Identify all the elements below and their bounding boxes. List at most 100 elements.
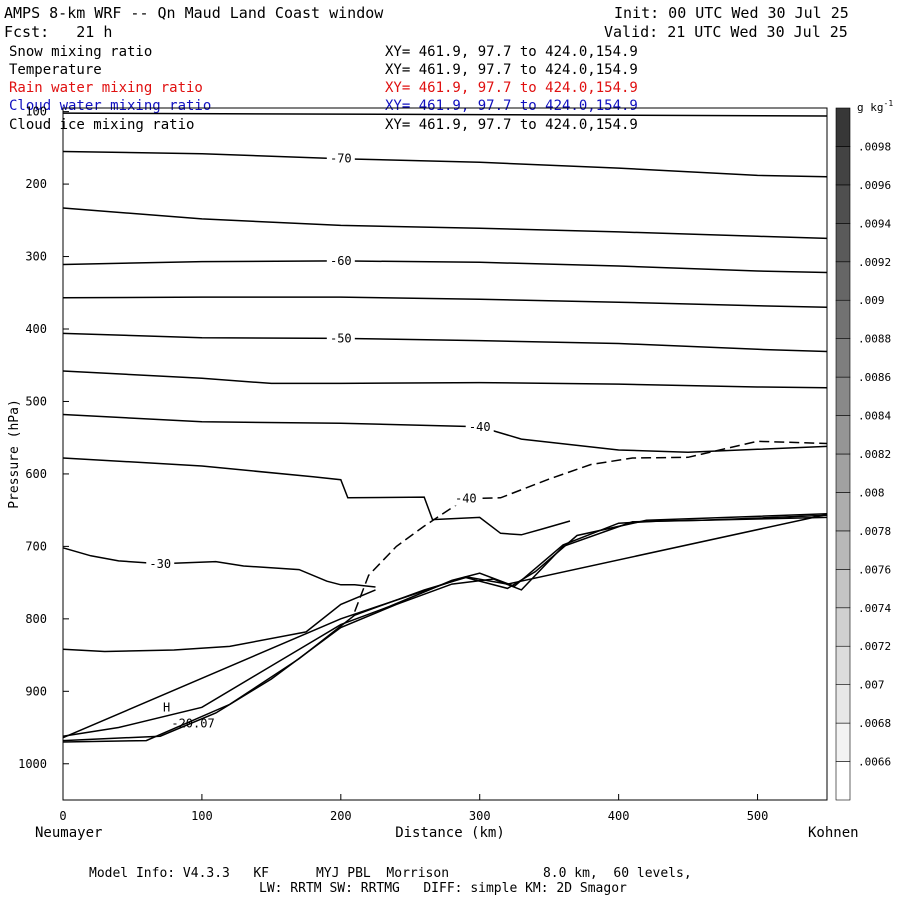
contour-label-bg: [465, 419, 494, 434]
model-info-line2: LW: RRTM SW: RRTMG DIFF: simple KM: 2D S…: [259, 881, 627, 896]
x-tick-label: 0: [59, 809, 66, 823]
contour-label: -70: [330, 152, 352, 166]
chart-title: AMPS 8-km WRF -- Qn Maud Land Coast wind…: [4, 4, 384, 22]
y-tick-label: 900: [25, 684, 47, 698]
field-name-cloud-ice: Cloud ice mixing ratio: [9, 117, 195, 133]
colorbar-swatch: [835, 684, 851, 724]
colorbar-level-label: .007: [858, 679, 885, 692]
valid-time: Valid: 21 UTC Wed 30 Jul 25: [604, 23, 848, 41]
colorbar-unit-exponent: -1: [884, 99, 894, 108]
contour-label: -60: [330, 254, 352, 268]
x-tick-label: 400: [608, 809, 630, 823]
x-tick-label: 200: [330, 809, 352, 823]
colorbar-level-label: .009: [858, 294, 885, 307]
plot-frame: [62, 107, 828, 801]
annotation-label: H: [163, 701, 170, 715]
left-endpoint: Neumayer: [35, 825, 102, 841]
colorbar-unit-text: g kg: [857, 101, 884, 114]
field-xy-cloud-water: XY= 461.9, 97.7 to 424.0,154.9: [385, 98, 638, 114]
right-endpoint: Kohnen: [808, 825, 859, 841]
colorbar-level-label: .0098: [858, 140, 891, 153]
contours: -70 -60 -50 -40 -30 -40: [62, 112, 828, 743]
field-xy-rain: XY= 461.9, 97.7 to 424.0,154.9: [385, 80, 638, 96]
colorbar-level-label: .0072: [858, 640, 891, 653]
contour-line: [62, 589, 376, 653]
colorbar-swatch: [835, 146, 851, 186]
colorbar-swatch: [835, 107, 851, 147]
colorbar-level-label: .0074: [858, 602, 891, 615]
y-tick-label: 100: [25, 105, 47, 119]
y-tick-label: 300: [25, 250, 47, 264]
x-axis: 0 100 200 300 400 500: [59, 794, 768, 823]
colorbar-level-label: .008: [858, 486, 885, 499]
contour-label: -40: [469, 420, 491, 434]
x-axis-label: Distance (km): [395, 825, 505, 841]
colorbar-level-label: .0068: [858, 717, 891, 730]
colorbar-level-label: .0096: [858, 179, 891, 192]
contour-label-bg: [451, 491, 480, 506]
x-tick-label: 100: [191, 809, 213, 823]
field-xy-temperature: XY= 461.9, 97.7 to 424.0,154.9: [385, 62, 638, 78]
field-xy-cloud-ice: XY= 461.9, 97.7 to 424.0,154.9: [385, 117, 638, 133]
contour-label-bg: [326, 253, 355, 268]
contour-line: [62, 413, 828, 453]
contour-line: [62, 207, 828, 240]
annotations: H-20.07: [163, 701, 215, 731]
y-tick-label: 600: [25, 467, 47, 481]
y-tick-label: 500: [25, 394, 47, 408]
colorbar-swatch: [835, 492, 851, 532]
colorbar-level-label: .0078: [858, 525, 891, 538]
y-tick-label: 700: [25, 539, 47, 553]
colorbar-swatch: [835, 261, 851, 301]
annotation-label: -20.07: [171, 717, 214, 731]
field-name-temperature: Temperature: [9, 62, 102, 78]
contour-line: [62, 370, 828, 389]
colorbar-swatch: [835, 569, 851, 609]
colorbar-swatch: [835, 645, 851, 685]
colorbar-swatch: [835, 761, 851, 801]
y-tick-label: 800: [25, 612, 47, 626]
colorbar-level-label: .0088: [858, 333, 891, 346]
contour-line: [62, 150, 828, 178]
colorbar-swatch: [835, 376, 851, 416]
contour-label-bg: [326, 331, 355, 346]
colorbar-swatch: [835, 415, 851, 455]
contour-label-bg: [146, 556, 175, 571]
x-tick-label: 300: [469, 809, 491, 823]
colorbar-level-label: .0084: [858, 410, 891, 423]
contour-label-bg: [326, 151, 355, 166]
forecast-hour: Fcst: 21 h: [4, 23, 113, 41]
colorbar-level-label: .0066: [858, 756, 891, 769]
contour-line: [62, 260, 828, 274]
field-xy-snow: XY= 461.9, 97.7 to 424.0,154.9: [385, 44, 638, 60]
field-name-rain: Rain water mixing ratio: [9, 80, 203, 96]
contour-line: [62, 516, 828, 742]
y-tick-label: 200: [25, 177, 47, 191]
y-tick-label: 1000: [18, 757, 47, 771]
colorbar-swatch: [835, 722, 851, 762]
contour-label: -40: [455, 492, 477, 506]
colorbar-level-label: .0092: [858, 256, 891, 269]
colorbar-swatch: [835, 607, 851, 647]
model-info-line1: Model Info: V4.3.3 KF MYJ PBL Morrison 8…: [89, 866, 692, 881]
colorbar-swatch: [835, 184, 851, 224]
contour-line: [62, 513, 828, 743]
contour-line: [62, 457, 571, 536]
colorbar-unit: g kg-1: [857, 99, 893, 114]
y-tick-label: 400: [25, 322, 47, 336]
colorbar-swatch: [835, 338, 851, 378]
contour-label: -30: [149, 557, 171, 571]
colorbar-level-label: .0086: [858, 371, 891, 384]
y-axis-label: Pressure (hPa): [7, 399, 22, 509]
contour-line: [62, 296, 828, 309]
x-tick-label: 500: [747, 809, 769, 823]
field-name-cloud-water: Cloud water mixing ratio: [9, 98, 212, 114]
contour-line: [62, 513, 828, 739]
contour-label: -50: [330, 331, 352, 345]
colorbar-level-label: .0094: [858, 217, 891, 230]
colorbar-swatch: [835, 530, 851, 570]
colorbar-swatch: [835, 299, 851, 339]
colorbar-level-label: .0076: [858, 563, 891, 576]
y-axis: 100 200 300 400 500 600 700 800 900 1000: [18, 105, 69, 771]
